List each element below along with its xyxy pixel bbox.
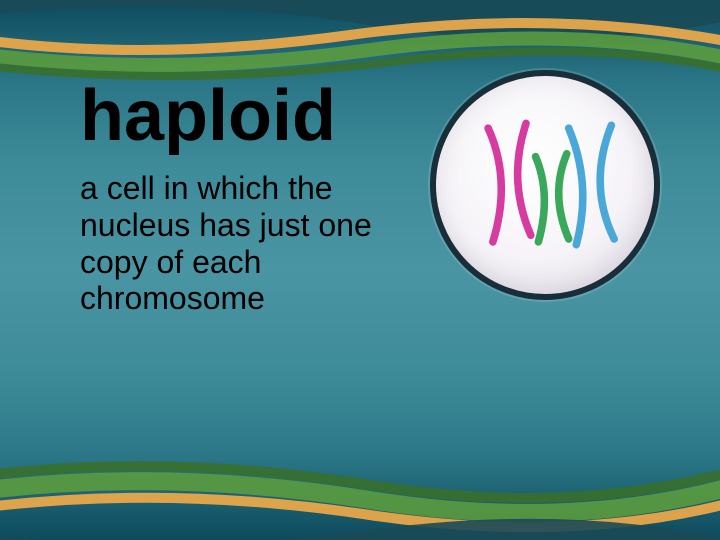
chromosome-blue — [569, 125, 614, 244]
chromosome-magenta — [488, 123, 531, 241]
text-content: haploid a cell in which the nucleus has … — [80, 80, 420, 317]
bottom-swoosh — [0, 420, 720, 540]
chromosome-green — [536, 154, 569, 242]
cell-illustration — [430, 70, 660, 300]
slide-definition: a cell in which the nucleus has just one… — [80, 170, 420, 317]
slide-title: haploid — [80, 80, 420, 152]
